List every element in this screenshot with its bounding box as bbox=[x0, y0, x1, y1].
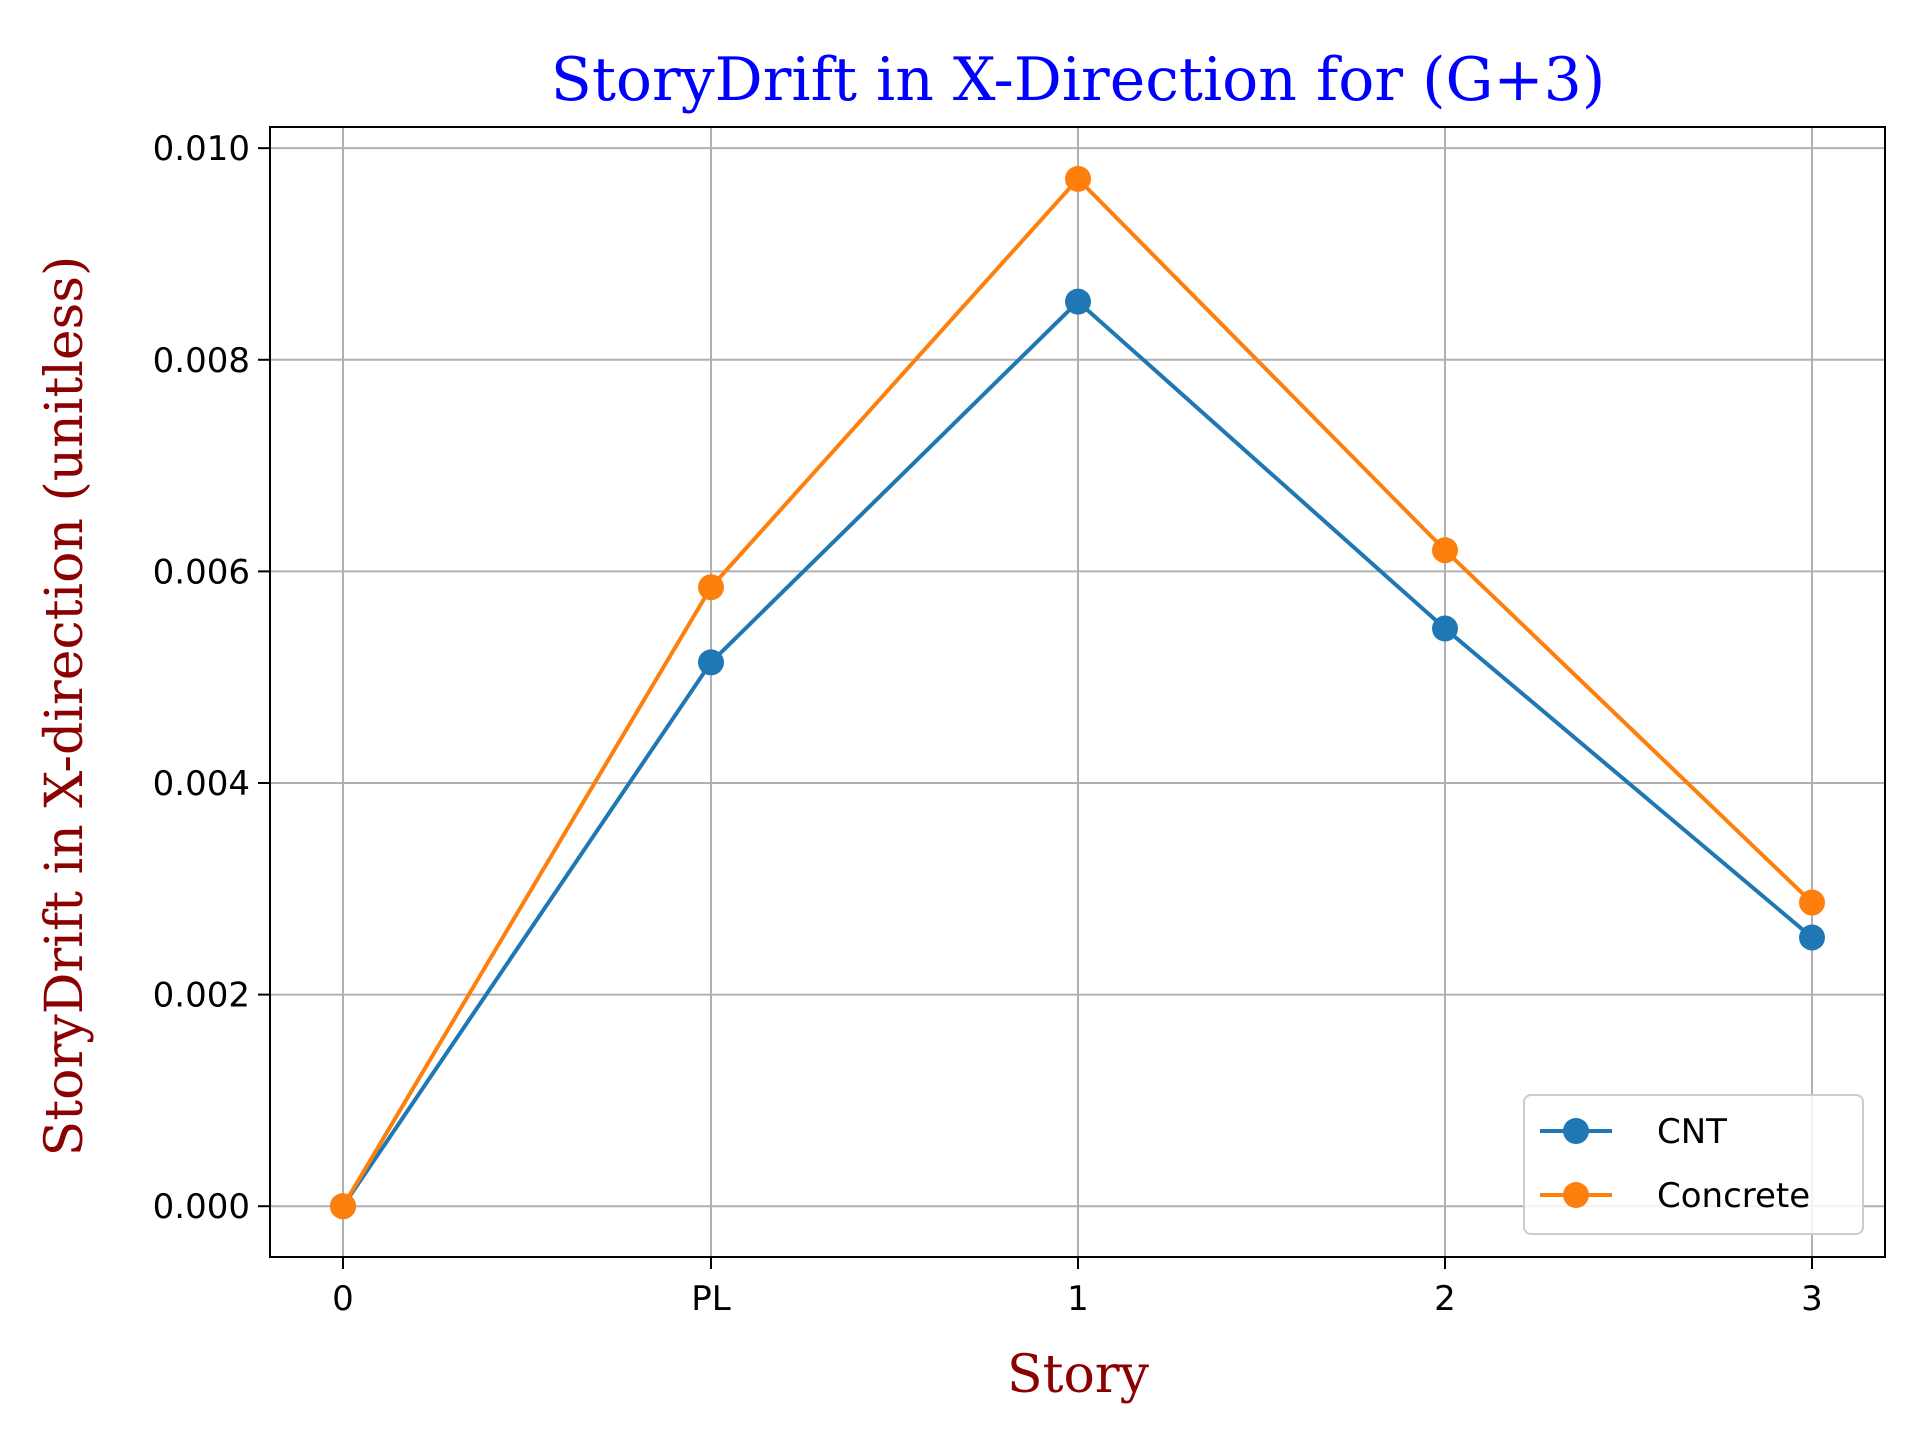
x-tick-label: PL bbox=[691, 1279, 731, 1319]
data-point-concrete bbox=[698, 574, 724, 601]
y-tick-label: 0.002 bbox=[153, 976, 250, 1016]
legend-marker bbox=[1563, 1182, 1589, 1208]
x-axis-label: Story bbox=[1007, 1345, 1150, 1405]
y-tick-label: 0.010 bbox=[153, 129, 250, 169]
data-point-cnt bbox=[1065, 288, 1091, 315]
x-axis: 0 PL 1 2 3 bbox=[332, 1257, 1823, 1319]
legend-marker bbox=[1563, 1118, 1589, 1144]
grid bbox=[270, 127, 1885, 1257]
legend: CNT Concrete bbox=[1523, 1094, 1864, 1235]
legend-label: Concrete bbox=[1657, 1176, 1810, 1216]
data-point-cnt bbox=[1799, 924, 1825, 951]
x-tick-label: 1 bbox=[1067, 1279, 1089, 1319]
data-point-concrete bbox=[1799, 889, 1825, 916]
data-point-cnt bbox=[1432, 615, 1458, 642]
x-tick-label: 3 bbox=[1801, 1279, 1823, 1319]
y-tick-label: 0.004 bbox=[153, 764, 250, 804]
y-tick-label: 0.008 bbox=[153, 341, 250, 381]
legend-label: CNT bbox=[1657, 1112, 1727, 1152]
data-point-cnt bbox=[698, 649, 724, 676]
y-axis-label: StoryDrift in X-direction (unitless) bbox=[35, 256, 95, 1157]
x-tick-label: 2 bbox=[1434, 1279, 1456, 1319]
y-axis: 0.000 0.002 0.004 0.006 0.008 0.010 bbox=[153, 129, 270, 1227]
y-tick-label: 0.006 bbox=[153, 552, 250, 592]
data-point-concrete bbox=[1065, 165, 1091, 192]
chart-title: StoryDrift in X-Direction for (G+3) bbox=[551, 45, 1606, 115]
data-point-concrete bbox=[330, 1193, 356, 1220]
x-tick-label: 0 bbox=[332, 1279, 354, 1319]
y-tick-label: 0.000 bbox=[153, 1187, 250, 1227]
series-markers bbox=[330, 165, 1825, 1220]
data-point-concrete bbox=[1432, 537, 1458, 564]
